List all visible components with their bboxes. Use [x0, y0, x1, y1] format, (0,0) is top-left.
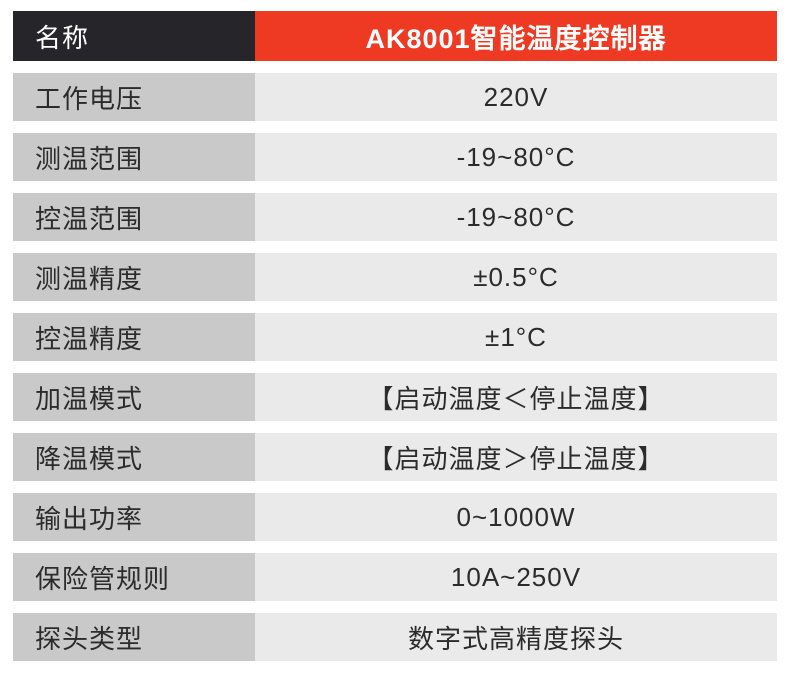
table-row: 测温范围 -19~80°C	[13, 133, 777, 181]
table-row: 输出功率 0~1000W	[13, 493, 777, 541]
spec-value: -19~80°C	[255, 133, 777, 181]
spec-value: ±1°C	[255, 313, 777, 361]
spec-value: 0~1000W	[255, 493, 777, 541]
spec-label: 保险管规则	[13, 553, 255, 601]
spec-value: 【启动温度＜停止温度】	[255, 373, 777, 421]
table-row: 降温模式 【启动温度＞停止温度】	[13, 433, 777, 481]
spec-rows: 工作电压 220V 测温范围 -19~80°C 控温范围 -19~80°C 测温…	[13, 73, 777, 661]
spec-label: 输出功率	[13, 493, 255, 541]
product-title: AK8001智能温度控制器	[255, 11, 777, 61]
spec-value: ±0.5°C	[255, 253, 777, 301]
spec-value: 【启动温度＞停止温度】	[255, 433, 777, 481]
header-name-label: 名称	[13, 11, 255, 61]
table-row: 加温模式 【启动温度＜停止温度】	[13, 373, 777, 421]
spec-label: 测温范围	[13, 133, 255, 181]
table-row: 保险管规则 10A~250V	[13, 553, 777, 601]
spec-value: 10A~250V	[255, 553, 777, 601]
table-row: 控温范围 -19~80°C	[13, 193, 777, 241]
table-row: 测温精度 ±0.5°C	[13, 253, 777, 301]
spec-label: 加温模式	[13, 373, 255, 421]
table-row: 探头类型 数字式高精度探头	[13, 613, 777, 661]
spec-value: 220V	[255, 73, 777, 121]
table-row: 控温精度 ±1°C	[13, 313, 777, 361]
spec-label: 探头类型	[13, 613, 255, 661]
table-header-row: 名称 AK8001智能温度控制器	[13, 11, 777, 61]
spec-label: 控温范围	[13, 193, 255, 241]
spec-value: -19~80°C	[255, 193, 777, 241]
spec-label: 测温精度	[13, 253, 255, 301]
spec-value: 数字式高精度探头	[255, 613, 777, 661]
spec-label: 控温精度	[13, 313, 255, 361]
table-row: 工作电压 220V	[13, 73, 777, 121]
spec-label: 工作电压	[13, 73, 255, 121]
spec-label: 降温模式	[13, 433, 255, 481]
